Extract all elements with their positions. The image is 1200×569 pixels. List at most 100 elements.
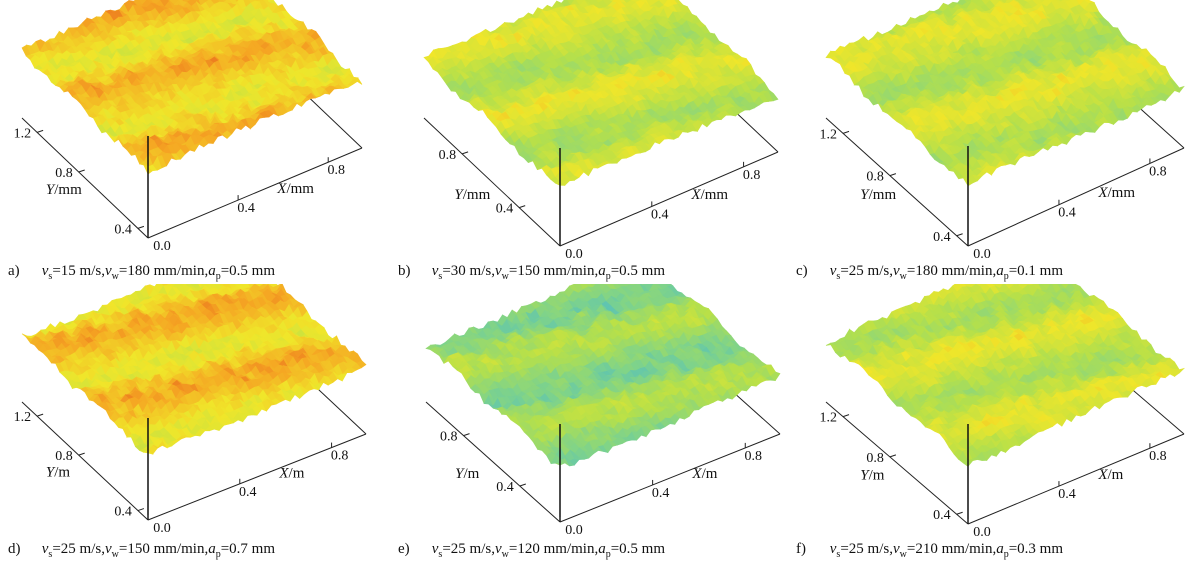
vs-value: 25 bbox=[60, 541, 76, 557]
x-tick-label: 0.4 bbox=[1058, 206, 1076, 221]
ap-value: 0.5 bbox=[619, 263, 638, 279]
vs-value: 25 bbox=[848, 541, 864, 557]
caption-b: b) vs=30 m/s,vw=150 mm/min,ap=0.5 mm bbox=[398, 263, 666, 282]
panel-label: c) bbox=[796, 263, 808, 279]
x-tick-label: 0.0 bbox=[153, 239, 171, 254]
panel-label: b) bbox=[398, 263, 411, 279]
y-tick bbox=[842, 414, 850, 418]
surface-mesh bbox=[423, 0, 779, 186]
y-tick-label: 0.8 bbox=[55, 449, 73, 464]
vs-value: 25 bbox=[848, 263, 864, 279]
panel-b: 0.0 0.4 0.8 0.8 0.4 X/mm Y/mm bbox=[400, 0, 800, 284]
x-axis-line bbox=[147, 433, 367, 521]
vw-unit: mm/min bbox=[543, 541, 595, 557]
panel-c: 0.0 0.4 0.8 1.2 0.8 0.4 X/mm Y/mm bbox=[800, 0, 1200, 284]
ap-unit: mm bbox=[251, 263, 276, 279]
vs-value: 15 bbox=[60, 263, 76, 279]
vs-unit: m/s bbox=[867, 263, 890, 279]
ap-value: 0.5 bbox=[619, 541, 638, 557]
panel-f: 0.0 0.4 0.8 1.2 0.8 0.4 X/m Y/m bbox=[800, 284, 1200, 568]
caption-f: f) vs=25 m/s,vw=210 mm/min,ap=0.3 mm bbox=[796, 541, 1064, 560]
x-tick-label: 0.8 bbox=[331, 449, 349, 464]
y-tick-label: 0.4 bbox=[496, 202, 514, 217]
y-tick bbox=[519, 483, 526, 487]
x-axis-line bbox=[147, 147, 363, 239]
y-axis-line bbox=[425, 401, 561, 523]
panel-label: d) bbox=[8, 541, 21, 557]
y-axis-title: Y/m bbox=[860, 467, 885, 483]
y-tick-label: 0.4 bbox=[114, 505, 132, 520]
caption-d: d) vs=25 m/s,vw=150 mm/min,ap=0.7 mm bbox=[8, 541, 276, 560]
vw-value: 150 bbox=[517, 263, 540, 279]
x-tick-label: 0.8 bbox=[327, 163, 345, 178]
vw-value: 180 bbox=[915, 263, 938, 279]
y-axis-title: Y/mm bbox=[860, 187, 896, 203]
surface-mesh bbox=[825, 0, 1185, 187]
y-tick-label: 0.8 bbox=[866, 170, 884, 185]
y-tick bbox=[137, 225, 145, 229]
vw-value: 180 bbox=[127, 263, 150, 279]
ap-value: 0.1 bbox=[1017, 263, 1036, 279]
y-axis-title: Y/mm bbox=[46, 182, 82, 198]
surface-plot-c: 0.0 0.4 0.8 1.2 0.8 0.4 X/mm Y/mm bbox=[820, 0, 1185, 262]
caption-c: c) vs=25 m/s,vw=180 mm/min,ap=0.1 mm bbox=[796, 263, 1064, 282]
y-tick-label: 0.4 bbox=[933, 230, 951, 245]
ap-unit: mm bbox=[641, 541, 666, 557]
y-tick-label: 1.2 bbox=[14, 410, 32, 425]
ap-value: 0.5 bbox=[229, 263, 248, 279]
vw-unit: mm/min bbox=[941, 541, 993, 557]
panel-label: a) bbox=[8, 263, 20, 279]
y-tick-label: 0.8 bbox=[439, 148, 457, 163]
surface-mesh bbox=[21, 284, 367, 455]
y-tick bbox=[78, 169, 85, 173]
vw-unit: mm/min bbox=[543, 263, 595, 279]
surface-mesh bbox=[21, 0, 363, 175]
y-tick-label: 0.8 bbox=[55, 166, 73, 181]
y-tick bbox=[956, 511, 963, 515]
vw-unit: mm/min bbox=[153, 263, 205, 279]
panel-d: 0.0 0.4 0.8 1.2 0.8 0.4 X/m Y/m bbox=[0, 284, 400, 568]
vw-value: 150 bbox=[127, 541, 150, 557]
ap-unit: mm bbox=[251, 541, 276, 557]
y-axis-line bbox=[423, 117, 561, 247]
x-axis-title: X/mm bbox=[690, 187, 728, 203]
y-axis-title: Y/mm bbox=[454, 187, 490, 203]
caption-a: a) vs=15 m/s,vw=180 mm/min,ap=0.5 mm bbox=[8, 263, 276, 282]
y-tick-label: 0.8 bbox=[440, 430, 458, 445]
vs-value: 30 bbox=[450, 263, 466, 279]
vs-unit: m/s bbox=[79, 541, 102, 557]
ap-unit: mm bbox=[641, 263, 666, 279]
x-axis-title: X/m bbox=[1097, 467, 1123, 483]
ap-unit: mm bbox=[1039, 263, 1064, 279]
y-axis-title: Y/m bbox=[455, 466, 480, 482]
surface-plot-d: 0.0 0.4 0.8 1.2 0.8 0.4 X/m Y/m bbox=[14, 284, 367, 536]
surface-mesh bbox=[825, 284, 1186, 467]
x-tick-label: 0.4 bbox=[237, 201, 255, 216]
y-axis-line bbox=[21, 117, 149, 239]
y-tick-label: 1.2 bbox=[820, 411, 838, 426]
x-tick-label: 0.8 bbox=[1149, 164, 1167, 179]
vs-unit: m/s bbox=[867, 541, 890, 557]
x-tick-label: 0.4 bbox=[1058, 487, 1076, 502]
x-tick-label: 0.0 bbox=[973, 247, 991, 262]
vs-unit: m/s bbox=[79, 263, 102, 279]
y-tick-label: 0.4 bbox=[114, 222, 132, 237]
ap-unit: mm bbox=[1039, 541, 1064, 557]
y-axis-line bbox=[825, 117, 969, 247]
x-tick-label: 0.8 bbox=[743, 168, 761, 183]
surface-plot-b: 0.0 0.4 0.8 0.8 0.4 X/mm Y/mm bbox=[423, 0, 779, 262]
caption-e: e) vs=25 m/s,vw=120 mm/min,ap=0.5 mm bbox=[398, 541, 666, 560]
vw-unit: mm/min bbox=[941, 263, 993, 279]
vw-unit: mm/min bbox=[153, 541, 205, 557]
panel-label: f) bbox=[796, 541, 806, 557]
x-axis-line bbox=[967, 147, 1185, 247]
vs-unit: m/s bbox=[469, 263, 492, 279]
x-axis-title: X/m bbox=[691, 466, 717, 482]
x-axis-line bbox=[559, 151, 779, 247]
y-tick bbox=[78, 452, 85, 456]
x-tick-label: 0.4 bbox=[652, 486, 670, 501]
vw-value: 210 bbox=[915, 541, 938, 557]
x-tick-label: 0.4 bbox=[651, 207, 669, 222]
ap-value: 0.7 bbox=[229, 541, 248, 557]
y-tick-label: 1.2 bbox=[14, 126, 32, 141]
